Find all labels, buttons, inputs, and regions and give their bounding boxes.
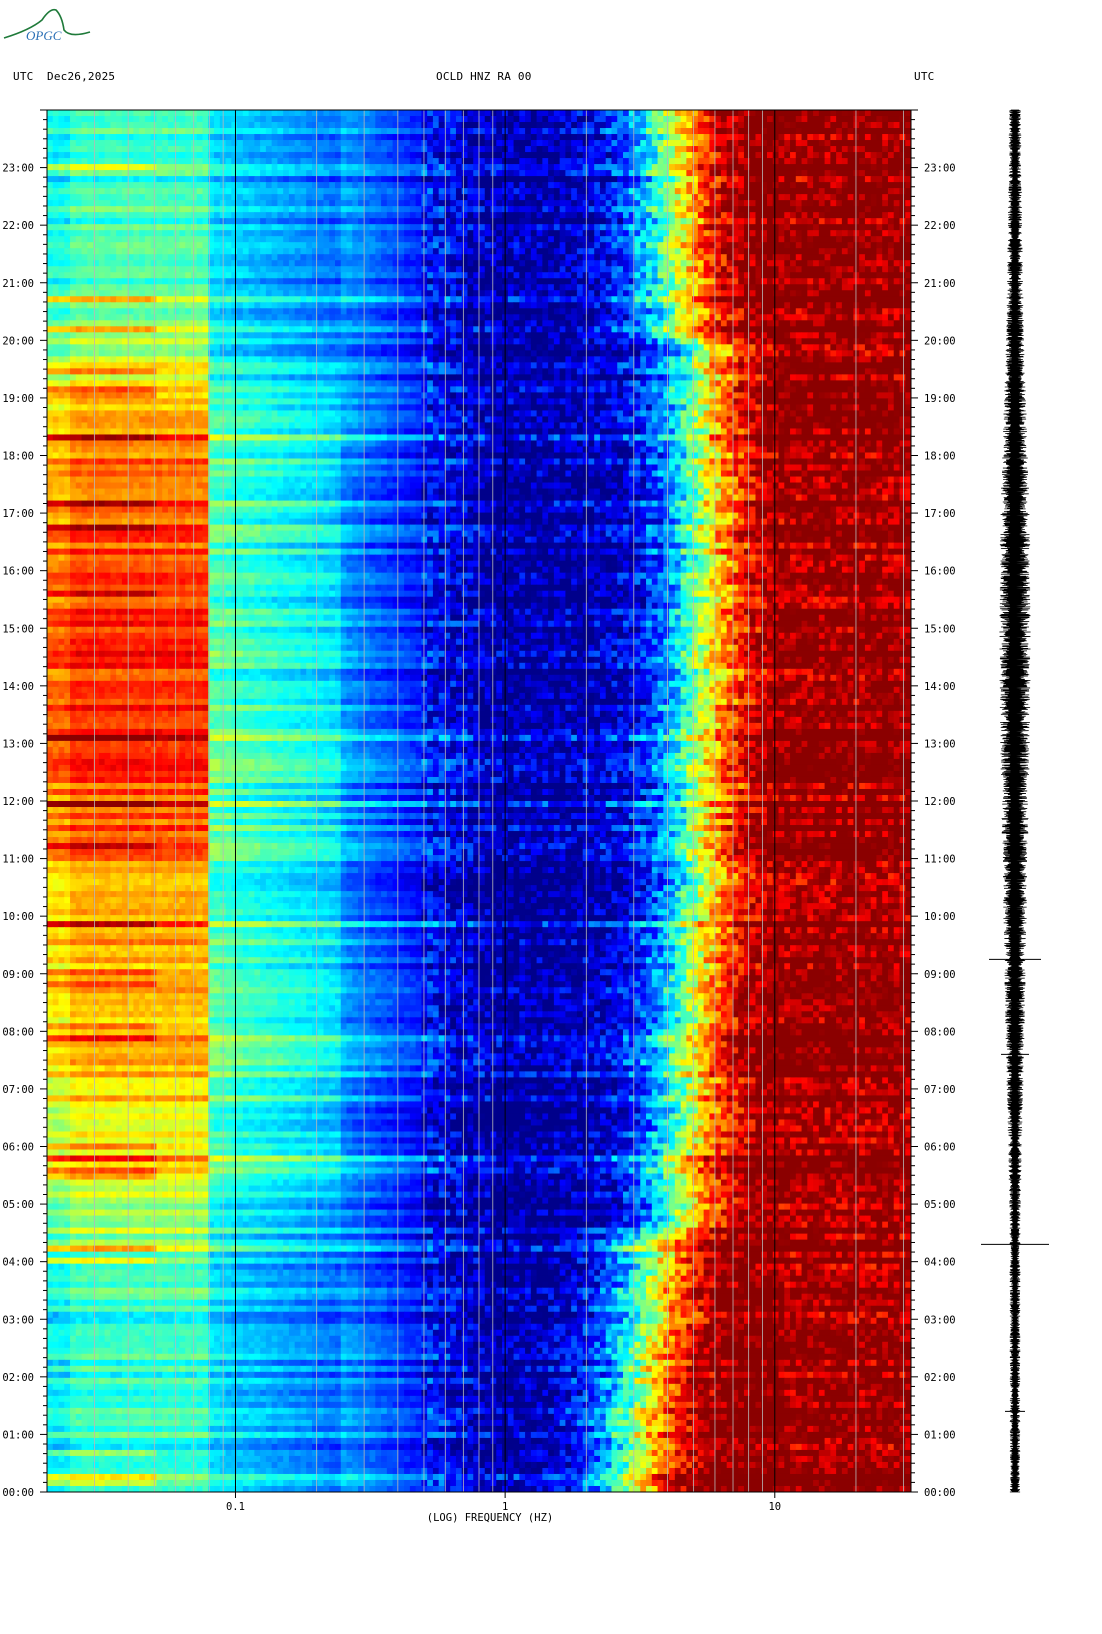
y-tick-label-right: 16:00 — [924, 566, 956, 578]
y-tick-label-right: 05:00 — [924, 1199, 956, 1211]
opgc-logo: OPGC — [3, 8, 91, 43]
y-tick-label-left: 05:00 — [2, 1199, 34, 1211]
logo-text: OPGC — [26, 28, 62, 43]
y-tick-label-right: 03:00 — [924, 1314, 956, 1326]
y-tick-label-left: 20:00 — [2, 335, 34, 347]
y-tick-label-left: 21:00 — [2, 278, 34, 290]
y-tick-label-right: 11:00 — [924, 854, 956, 866]
y-tick-label-right: 00:00 — [924, 1487, 956, 1499]
y-tick-label-left: 00:00 — [2, 1487, 34, 1499]
y-tick-label-right: 23:00 — [924, 163, 956, 175]
y-tick-label-left: 12:00 — [2, 796, 34, 808]
y-tick-label-left: 01:00 — [2, 1429, 34, 1441]
y-tick-label-left: 10:00 — [2, 911, 34, 923]
y-tick-label-left: 22:00 — [2, 220, 34, 232]
y-tick-label-right: 10:00 — [924, 911, 956, 923]
y-tick-label-right: 15:00 — [924, 623, 956, 635]
y-tick-label-left: 04:00 — [2, 1257, 34, 1269]
logo-mountain-icon — [3, 8, 91, 39]
frequency-gridlines — [94, 110, 904, 1492]
header-station: OCLD HNZ RA 00 — [436, 70, 532, 83]
y-tick-label-left: 09:00 — [2, 969, 34, 981]
y-tick-label-left: 15:00 — [2, 623, 34, 635]
seismogram-waveform — [999, 109, 1031, 1493]
x-tick-label: 10 — [768, 1501, 781, 1513]
y-axis-left: 00:00 01:00 02:00 03:00 04:00 05:00 06:00 07:00… — [2, 109, 47, 1499]
y-tick-label-right: 02:00 — [924, 1372, 956, 1384]
y-tick-label-right: 17:00 — [924, 508, 956, 520]
seismogram-trace — [981, 109, 1049, 1493]
y-tick-label-right: 21:00 — [924, 278, 956, 290]
header-date: Dec26,2025 — [47, 70, 115, 83]
y-tick-label-right: 19:00 — [924, 393, 956, 405]
x-axis: 0.1 1 10 — [226, 1492, 781, 1513]
y-tick-label-right: 06:00 — [924, 1142, 956, 1154]
x-tick-label: 1 — [502, 1501, 508, 1513]
spectrogram-heatmap — [47, 110, 911, 1492]
y-tick-label-left: 19:00 — [2, 393, 34, 405]
header-right-utc: UTC — [914, 70, 934, 83]
y-tick-label-right: 18:00 — [924, 451, 956, 463]
y-tick-label-left: 07:00 — [2, 1084, 34, 1096]
y-tick-label-left: 03:00 — [2, 1314, 34, 1326]
x-tick-label: 0.1 — [226, 1501, 245, 1513]
y-tick-label-right: 13:00 — [924, 738, 956, 750]
y-tick-label-left: 11:00 — [2, 854, 34, 866]
y-tick-label-right: 12:00 — [924, 796, 956, 808]
y-tick-label-right: 20:00 — [924, 335, 956, 347]
y-tick-label-right: 04:00 — [924, 1257, 956, 1269]
y-tick-label-left: 18:00 — [2, 451, 34, 463]
y-axis-right: 00:00 01:00 02:00 03:00 04:00 05:00 06:00 07:00… — [911, 109, 956, 1499]
y-tick-label-left: 17:00 — [2, 508, 34, 520]
y-tick-label-left: 06:00 — [2, 1142, 34, 1154]
y-tick-label-left: 13:00 — [2, 738, 34, 750]
y-tick-label-right: 07:00 — [924, 1084, 956, 1096]
y-tick-label-left: 14:00 — [2, 681, 34, 693]
header-left-utc: UTC — [13, 70, 33, 83]
y-tick-label-right: 01:00 — [924, 1429, 956, 1441]
y-tick-label-left: 08:00 — [2, 1026, 34, 1038]
y-tick-label-right: 09:00 — [924, 969, 956, 981]
y-tick-label-left: 16:00 — [2, 566, 34, 578]
y-tick-label-left: 02:00 — [2, 1372, 34, 1384]
x-axis-label: (LOG) FREQUENCY (HZ) — [427, 1512, 553, 1524]
y-tick-label-right: 08:00 — [924, 1026, 956, 1038]
y-tick-label-right: 22:00 — [924, 220, 956, 232]
y-tick-label-left: 23:00 — [2, 163, 34, 175]
y-tick-label-right: 14:00 — [924, 681, 956, 693]
